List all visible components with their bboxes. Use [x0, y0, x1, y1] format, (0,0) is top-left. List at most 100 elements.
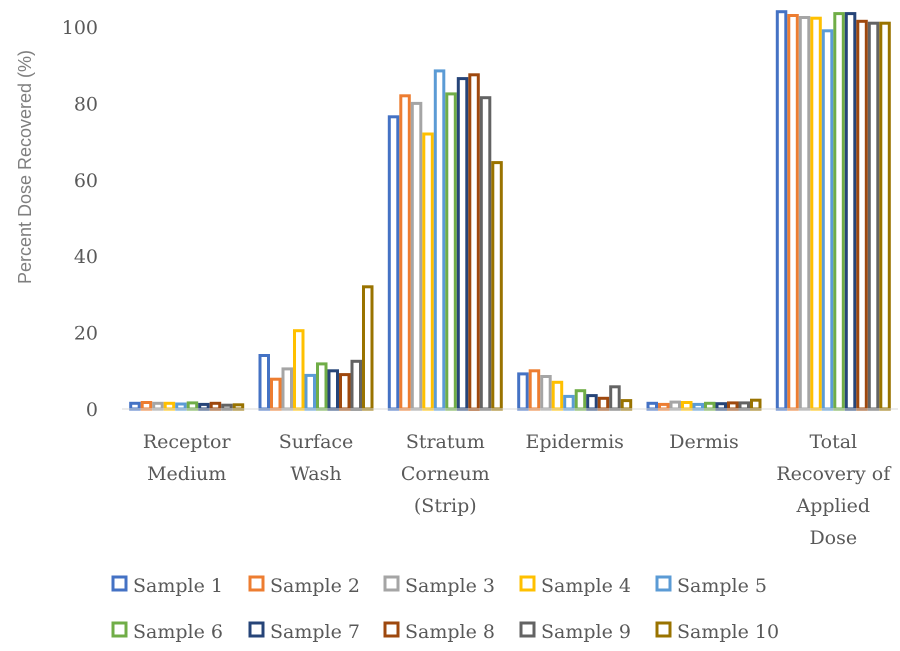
y-tick-label: 100	[62, 17, 98, 39]
legend-swatch	[655, 621, 672, 638]
legend-label: Sample 6	[133, 621, 223, 643]
bar	[433, 69, 446, 411]
bar	[152, 401, 164, 411]
bar	[574, 389, 587, 411]
bar	[479, 96, 492, 411]
y-axis-label: Percent Dose Recovered (%)	[15, 50, 35, 284]
bar	[517, 372, 529, 411]
legend-item: Sample 7	[248, 621, 360, 643]
y-tick-label: 20	[74, 323, 98, 345]
bar	[422, 132, 434, 411]
bar	[270, 377, 282, 411]
legend-swatch	[248, 621, 265, 638]
bar	[140, 401, 153, 411]
bar	[327, 369, 339, 411]
legend-item: Sample 3	[383, 575, 495, 597]
bar	[715, 402, 727, 411]
legend-item: Sample 1	[111, 575, 223, 597]
bar	[597, 396, 610, 411]
legend-item: Sample 5	[655, 575, 767, 597]
bar	[669, 400, 681, 411]
bar	[704, 401, 716, 411]
bar	[175, 402, 187, 411]
bar	[221, 403, 233, 411]
legend-label: Sample 5	[677, 575, 767, 597]
bar	[787, 14, 799, 411]
y-axis-ticks: 0 20 40 60 80 100	[62, 17, 98, 421]
bar	[456, 77, 469, 411]
category-label: Medium	[147, 463, 226, 485]
y-axis-label-group: Percent Dose Recovered (%)	[15, 50, 35, 284]
bar	[350, 359, 362, 411]
legend-item: Sample 4	[519, 575, 631, 597]
legend-label: Sample 3	[405, 575, 495, 597]
bars	[129, 10, 891, 411]
bar	[410, 101, 423, 411]
category-label: Total	[809, 431, 857, 453]
legend-swatch	[248, 575, 265, 592]
y-tick-label: 0	[86, 399, 98, 421]
legend-swatch	[655, 575, 672, 592]
bar	[186, 401, 199, 411]
y-tick-label: 40	[74, 246, 98, 268]
legend-item: Sample 6	[111, 621, 223, 643]
bar	[844, 12, 857, 411]
bar	[727, 401, 739, 411]
category-label: Corneum	[401, 463, 490, 485]
legend-swatch	[383, 575, 400, 592]
bar	[540, 375, 552, 411]
bar	[339, 373, 351, 411]
bar	[362, 285, 374, 411]
bar	[551, 380, 564, 411]
bar	[198, 402, 210, 411]
category-label: Receptor	[143, 431, 232, 453]
category-labels: Receptor Medium Surface Wash Stratum Corneum (…	[143, 431, 892, 549]
category-label: (Strip)	[414, 495, 477, 517]
category-label: Dermis	[669, 431, 738, 453]
bar	[491, 161, 503, 411]
category-label: Surface	[279, 431, 354, 453]
bar	[399, 94, 411, 411]
category-label: Recovery of	[776, 463, 892, 485]
y-tick-label: 60	[74, 170, 98, 192]
bar	[258, 354, 270, 411]
legend-label: Sample 2	[270, 575, 360, 597]
bar	[468, 73, 480, 411]
bar	[528, 369, 541, 411]
legend-swatch	[519, 621, 536, 638]
legend-label: Sample 10	[677, 621, 779, 643]
bar	[692, 402, 704, 411]
category-label: Epidermis	[525, 431, 623, 453]
legend-swatch	[111, 621, 128, 638]
legend-label: Sample 8	[405, 621, 495, 643]
bar	[810, 16, 822, 411]
bar	[775, 10, 788, 411]
bar	[609, 385, 621, 411]
bar	[445, 92, 457, 411]
bar	[750, 398, 762, 411]
bar	[620, 399, 633, 411]
bar	[738, 401, 750, 411]
bar	[646, 401, 658, 411]
y-tick-label: 80	[74, 93, 98, 115]
category-label: Applied	[795, 495, 870, 517]
legend-item: Sample 10	[655, 621, 779, 643]
category-label: Wash	[290, 463, 341, 485]
legend-swatch	[111, 575, 128, 592]
bar	[387, 115, 400, 411]
legend: Sample 1 Sample 2 Sample 3 Sample 4 Sample 5…	[111, 575, 779, 643]
category-label: Stratum	[406, 431, 485, 453]
legend-item: Sample 9	[519, 621, 631, 643]
bar	[563, 394, 575, 411]
legend-item: Sample 8	[383, 621, 495, 643]
legend-swatch	[383, 621, 400, 638]
legend-label: Sample 7	[270, 621, 360, 643]
bar	[586, 394, 598, 411]
bar	[129, 401, 141, 411]
bar	[798, 16, 811, 411]
bar	[681, 401, 693, 411]
bar	[281, 367, 293, 411]
legend-label: Sample 4	[541, 575, 631, 597]
bar	[293, 329, 305, 411]
